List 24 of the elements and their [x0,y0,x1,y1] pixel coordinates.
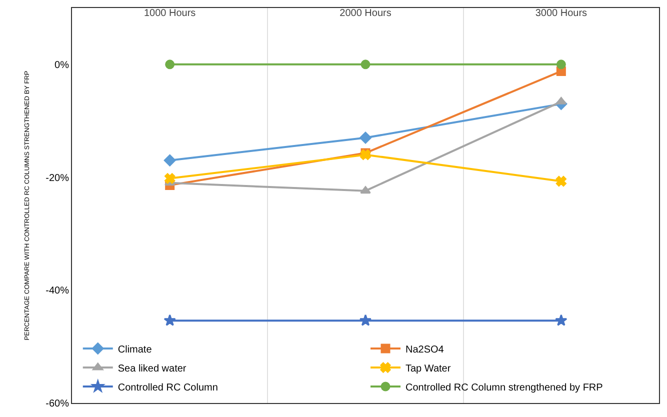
legend-label: Climate [118,344,152,356]
legend-label: Sea liked water [118,363,187,374]
point [359,314,372,326]
point [164,154,176,166]
legend-label: Tap Water [406,363,452,374]
point [164,314,176,326]
y-tick-label: 0% [54,60,70,71]
point [165,60,175,70]
x-tick-label: 1000 Hours [144,8,196,19]
legend-label: Na2SO4 [406,344,444,356]
point [556,176,566,187]
point [360,132,372,144]
point [360,60,370,70]
point [555,314,568,326]
y-tick-label: -40% [46,286,70,297]
legend-label: Controlled RC Column [118,382,218,394]
y-tick-label: -60% [46,398,70,410]
legend-label: Controlled RC Column strengthened by FRP [406,382,604,394]
y-tick-label: -20% [46,172,70,184]
x-tick-label: 2000 Hours [340,8,392,19]
point [164,173,176,184]
x-tick-label: 3000 Hours [535,8,588,19]
point [360,186,371,194]
point [556,60,566,70]
